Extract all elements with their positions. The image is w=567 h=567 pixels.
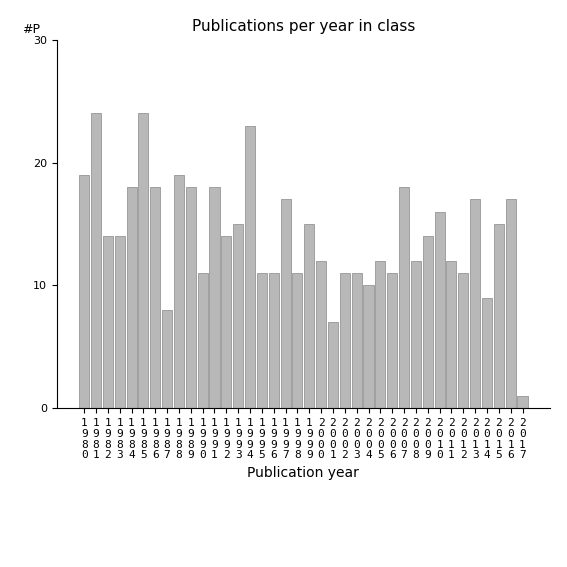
Bar: [115, 236, 125, 408]
Bar: [363, 285, 374, 408]
Bar: [304, 224, 314, 408]
Bar: [221, 236, 231, 408]
Bar: [198, 273, 208, 408]
Bar: [482, 298, 492, 408]
Bar: [470, 200, 480, 408]
Text: #P: #P: [22, 23, 40, 36]
Bar: [138, 113, 149, 408]
Bar: [209, 187, 219, 408]
Bar: [423, 236, 433, 408]
Bar: [126, 187, 137, 408]
Bar: [375, 261, 386, 408]
Bar: [293, 273, 302, 408]
X-axis label: Publication year: Publication year: [247, 466, 359, 480]
Title: Publications per year in class: Publications per year in class: [192, 19, 415, 35]
Bar: [103, 236, 113, 408]
Bar: [506, 200, 516, 408]
Bar: [518, 396, 527, 408]
Bar: [257, 273, 267, 408]
Bar: [79, 175, 89, 408]
Bar: [458, 273, 468, 408]
Bar: [328, 322, 338, 408]
Bar: [233, 224, 243, 408]
Bar: [411, 261, 421, 408]
Bar: [186, 187, 196, 408]
Bar: [281, 200, 291, 408]
Bar: [340, 273, 350, 408]
Bar: [387, 273, 397, 408]
Bar: [494, 224, 504, 408]
Bar: [352, 273, 362, 408]
Bar: [399, 187, 409, 408]
Bar: [91, 113, 101, 408]
Bar: [434, 211, 445, 408]
Bar: [269, 273, 279, 408]
Bar: [446, 261, 456, 408]
Bar: [150, 187, 160, 408]
Bar: [316, 261, 326, 408]
Bar: [174, 175, 184, 408]
Bar: [162, 310, 172, 408]
Bar: [245, 126, 255, 408]
